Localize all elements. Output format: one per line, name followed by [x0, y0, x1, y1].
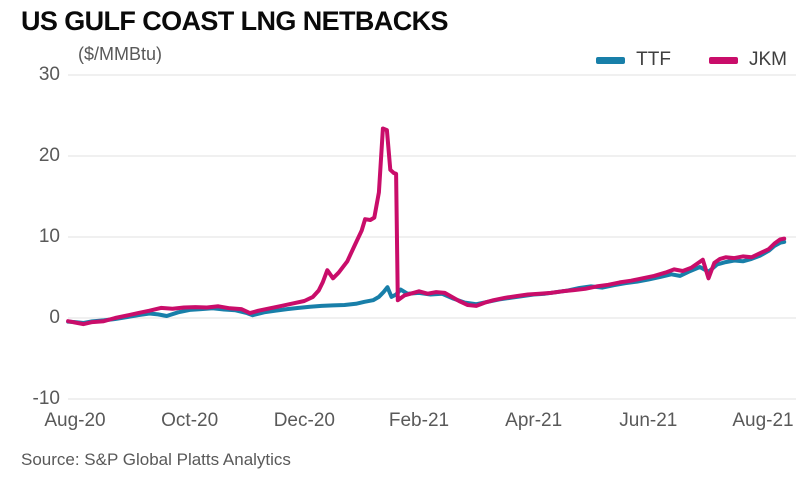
source-note: Source: S&P Global Platts Analytics: [21, 450, 291, 469]
x-axis-tick-label: Aug-20: [44, 410, 106, 431]
chart-title: US GULF COAST LNG NETBACKS: [21, 6, 449, 36]
series-line-jkm: [66, 126, 787, 327]
x-axis-tick-label: Jun-21: [619, 410, 678, 431]
y-axis-tick-label: 0: [49, 307, 60, 328]
x-axis-tick-label: Oct-20: [161, 410, 219, 431]
y-axis-tick-label: 10: [38, 226, 60, 247]
legend-item-ttf: TTF: [596, 49, 671, 71]
legend-label-jkm: JKM: [749, 49, 787, 70]
x-axis-tick-label: Feb-21: [388, 410, 450, 431]
legend-item-jkm: JKM: [709, 49, 787, 71]
y-axis-tick-label: -10: [32, 388, 60, 409]
legend-label-ttf: TTF: [636, 49, 671, 70]
y-axis-unit-label: ($/MMBtu): [78, 44, 163, 64]
series-line-ttf: [66, 239, 787, 325]
jkm-line-swatch-icon: [709, 56, 738, 64]
x-axis-tick-label: Dec-20: [273, 410, 335, 431]
y-axis-tick-label: 30: [38, 64, 60, 85]
y-axis-tick-label: 20: [38, 145, 60, 166]
legend: TTF JKM: [596, 49, 787, 71]
ttf-line-swatch-icon: [596, 56, 626, 64]
x-axis-tick-label: Aug-21: [732, 410, 794, 431]
x-axis-tick-label: Apr-21: [505, 410, 563, 431]
